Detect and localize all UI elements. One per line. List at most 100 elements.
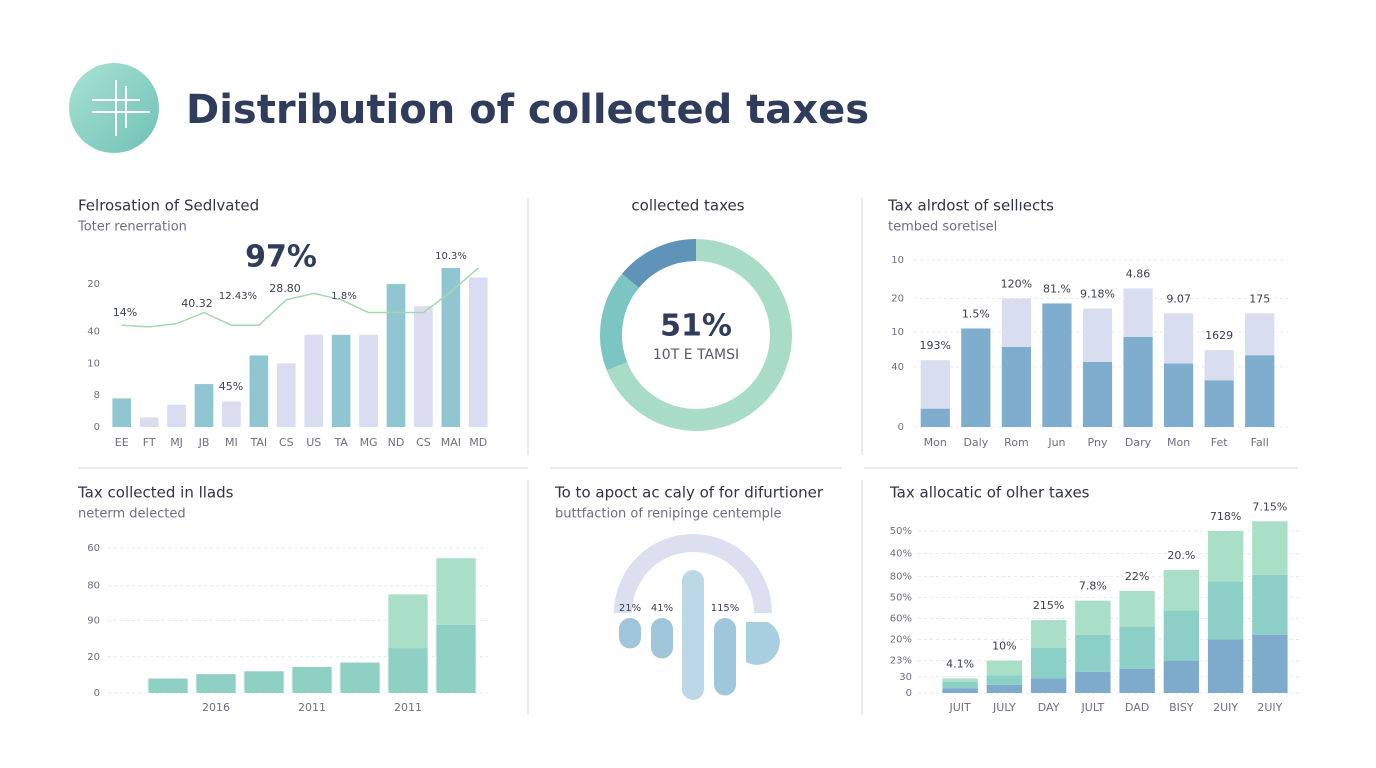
bar-segment: [139, 417, 159, 427]
x-tick-label: 2011: [298, 701, 326, 714]
bar-segment: [1119, 668, 1155, 693]
x-tick-label: BISY: [1169, 701, 1194, 714]
annotation: 22%: [1125, 570, 1149, 583]
x-tick-label: Mon: [1167, 436, 1190, 449]
annotation: 175: [1249, 292, 1270, 305]
annotation: 718%: [1210, 510, 1241, 523]
chart-subtitle: buttfaction of renipinge centemple: [555, 507, 781, 522]
bar-segment: [1252, 521, 1288, 575]
annotation: 81.%: [1043, 282, 1071, 295]
x-tick-label: 2016: [202, 701, 230, 714]
x-tick-label: Pny: [1088, 436, 1108, 449]
x-tick-label: 2UIY: [1257, 701, 1282, 714]
value-label: 41%: [651, 603, 673, 614]
x-tick-label: FT: [143, 436, 156, 449]
bar-segment: [1252, 574, 1288, 635]
bar-segment: [942, 681, 978, 689]
bar-segment: [1164, 313, 1194, 364]
bar-segment: [194, 384, 214, 427]
annotation: 215%: [1033, 599, 1064, 612]
x-tick-label: MD: [469, 436, 487, 449]
x-tick-label: CS: [416, 436, 431, 449]
gauge-capsule: [746, 622, 780, 665]
y-tick-label: 0: [94, 422, 100, 433]
chart-subtitle: neterm delected: [78, 507, 186, 522]
x-tick-label: MJ: [170, 436, 183, 449]
bar-segment: [1163, 569, 1200, 611]
y-tick-label: 60%: [890, 613, 912, 624]
bar-segment: [359, 334, 378, 427]
y-tick-label: 20: [87, 279, 100, 290]
y-tick-label: 40%: [890, 549, 912, 560]
bar-segment: [1082, 308, 1113, 362]
x-tick-label: MI: [225, 436, 238, 449]
bar-segment: [1042, 303, 1072, 427]
bar-segment: [1123, 288, 1153, 337]
bar-segment: [986, 684, 1023, 693]
donut-segment: [622, 239, 697, 289]
x-tick-label: MG: [360, 436, 378, 449]
x-tick-label: 2011: [394, 701, 422, 714]
bar-segment: [942, 678, 978, 682]
bar-segment: [920, 408, 950, 427]
bar-segment: [986, 660, 1023, 676]
y-tick-label: 0: [94, 688, 100, 699]
annotation: 1629: [1205, 329, 1233, 342]
y-tick-label: 0: [898, 422, 904, 433]
logo: [69, 63, 159, 153]
bar-segment: [1082, 361, 1113, 427]
x-tick-label: TA: [333, 436, 348, 449]
y-tick-label: 40: [87, 327, 100, 338]
value-label: 115%: [711, 603, 740, 614]
y-tick-label: 23%: [890, 656, 912, 667]
bar-segment: [196, 674, 236, 693]
bar-segment: [1075, 671, 1111, 693]
bar-segment: [249, 355, 269, 427]
bar-segment: [1030, 678, 1067, 693]
annotation: 4.86: [1126, 267, 1151, 280]
x-tick-label: TAI: [250, 436, 268, 449]
annotation: 120%: [1001, 277, 1032, 290]
bar-segment: [1245, 355, 1275, 427]
y-tick-label: 40: [891, 362, 904, 373]
bar-segment: [1030, 620, 1067, 648]
donut-segment: [600, 273, 640, 371]
bar-segment: [1075, 600, 1111, 635]
y-tick-label: 80%: [890, 571, 912, 582]
bar-segment: [1164, 363, 1194, 427]
annotation: 7.8%: [1079, 580, 1107, 593]
bar-segment: [340, 662, 380, 693]
annotation: 14%: [113, 306, 137, 319]
y-tick-label: 80: [87, 581, 100, 592]
chart-title: Tax alrdost of sellıects: [887, 197, 1054, 215]
x-tick-label: CS: [279, 436, 294, 449]
bar-segment: [942, 688, 978, 693]
chart-title: Tax allocatic of olher taxes: [889, 484, 1090, 502]
bar-segment: [1204, 350, 1234, 381]
bar-segment: [986, 675, 1023, 685]
annotation: 12.43%: [219, 291, 257, 302]
x-tick-label: Fall: [1251, 436, 1269, 449]
x-tick-label: DAD: [1125, 701, 1149, 714]
center-label: 10T E TAMSI: [653, 347, 739, 363]
annotation: 20.%: [1167, 549, 1195, 562]
bar-segment: [112, 398, 132, 427]
y-tick-label: 0: [906, 688, 912, 699]
gauge-arc: [614, 534, 772, 614]
x-tick-label: 2UIY: [1213, 701, 1238, 714]
annotation: 9.18%: [1080, 287, 1115, 300]
annotation: 1.5%: [962, 307, 990, 320]
y-tick-label: 90: [87, 616, 100, 627]
y-tick-label: 20%: [890, 635, 912, 646]
y-tick-label: 10: [87, 358, 100, 369]
bar-segment: [1119, 590, 1155, 627]
annotation: 7.15%: [1252, 500, 1287, 513]
bar-segment: [1252, 634, 1288, 693]
bar-segment: [388, 594, 428, 649]
x-tick-label: Fet: [1211, 436, 1228, 449]
annotation: 9.07: [1166, 292, 1191, 305]
bar-segment: [1207, 531, 1244, 582]
bar-segment: [436, 624, 476, 693]
donut-segment: [606, 239, 792, 431]
